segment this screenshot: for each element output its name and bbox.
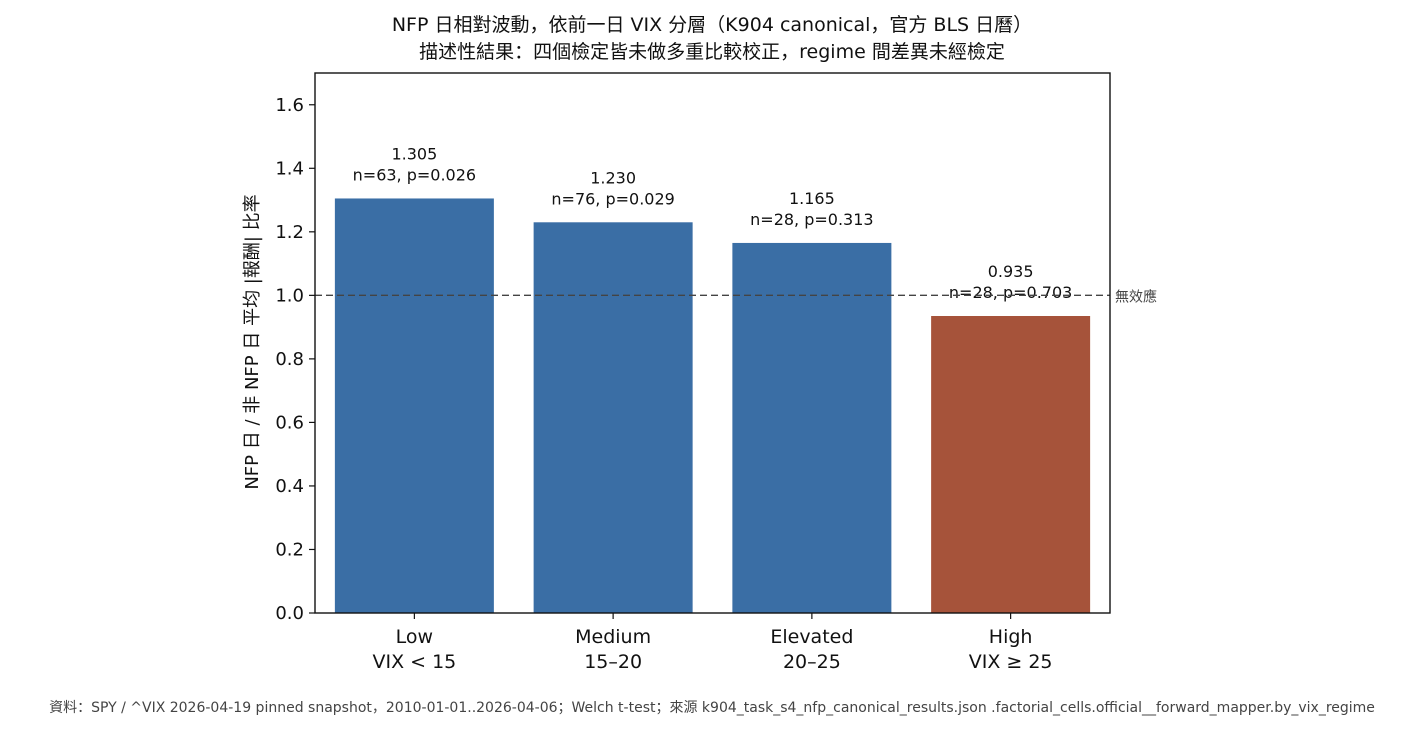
bar-stat-label: n=28, p=0.313 [750, 210, 873, 229]
bar [334, 198, 494, 613]
y-tick-label: 1.0 [275, 285, 304, 306]
y-tick-label: 0.2 [275, 539, 304, 560]
x-tick-label: Low [396, 626, 433, 648]
bar-stat-label: n=76, p=0.029 [551, 189, 674, 208]
bar [533, 222, 693, 613]
bar [732, 242, 892, 614]
bar-value-label: 1.165 [789, 189, 835, 208]
plot-area: 1.305 n=63, p=0.026 Low VIX < 15 1.230 n=76, … [275, 72, 1157, 673]
y-tick-label: 1.2 [275, 222, 304, 243]
y-tick-label: 1.4 [275, 158, 304, 179]
chart-title-line-1: NFP 日相對波動，依前一日 VIX 分層（K904 canonical，官方 … [392, 14, 1032, 36]
y-tick-label: 0.8 [275, 349, 304, 370]
x-tick-sublabel: 15–20 [584, 651, 642, 673]
y-tick-label: 1.6 [275, 95, 304, 116]
reference-line-label: 無效應 [1115, 288, 1157, 305]
y-tick-label: 0.0 [275, 603, 304, 624]
bar-stat-label: n=63, p=0.026 [353, 165, 476, 184]
x-tick-sublabel: VIX < 15 [372, 651, 456, 673]
y-tick-label: 0.4 [275, 476, 304, 497]
x-tick-sublabel: 20–25 [783, 651, 841, 673]
bar-value-label: 1.230 [590, 168, 636, 187]
bar [931, 316, 1091, 613]
bar-stat-label: n=28, p=0.703 [949, 283, 1072, 302]
x-tick-label: Medium [575, 626, 651, 648]
x-tick-sublabel: VIX ≥ 25 [969, 651, 1053, 673]
x-tick-label: Elevated [770, 626, 853, 648]
bar-value-label: 1.305 [391, 144, 437, 163]
axes-frame [314, 72, 1111, 614]
x-tick-label: High [989, 626, 1033, 648]
chart-title: NFP 日相對波動，依前一日 VIX 分層（K904 canonical，官方 … [392, 14, 1032, 63]
bar-value-label: 0.935 [988, 262, 1034, 281]
y-tick-label: 0.6 [275, 412, 304, 433]
chart-title-line-2: 描述性結果：四個檢定皆未做多重比較校正，regime 間差異未經檢定 [419, 41, 1005, 63]
footer-source-note: 資料：SPY / ^VIX 2026-04-19 pinned snapshot… [49, 700, 1375, 716]
y-axis-label: NFP 日 / 非 NFP 日 平均 |報酬| 比率 [242, 194, 263, 489]
